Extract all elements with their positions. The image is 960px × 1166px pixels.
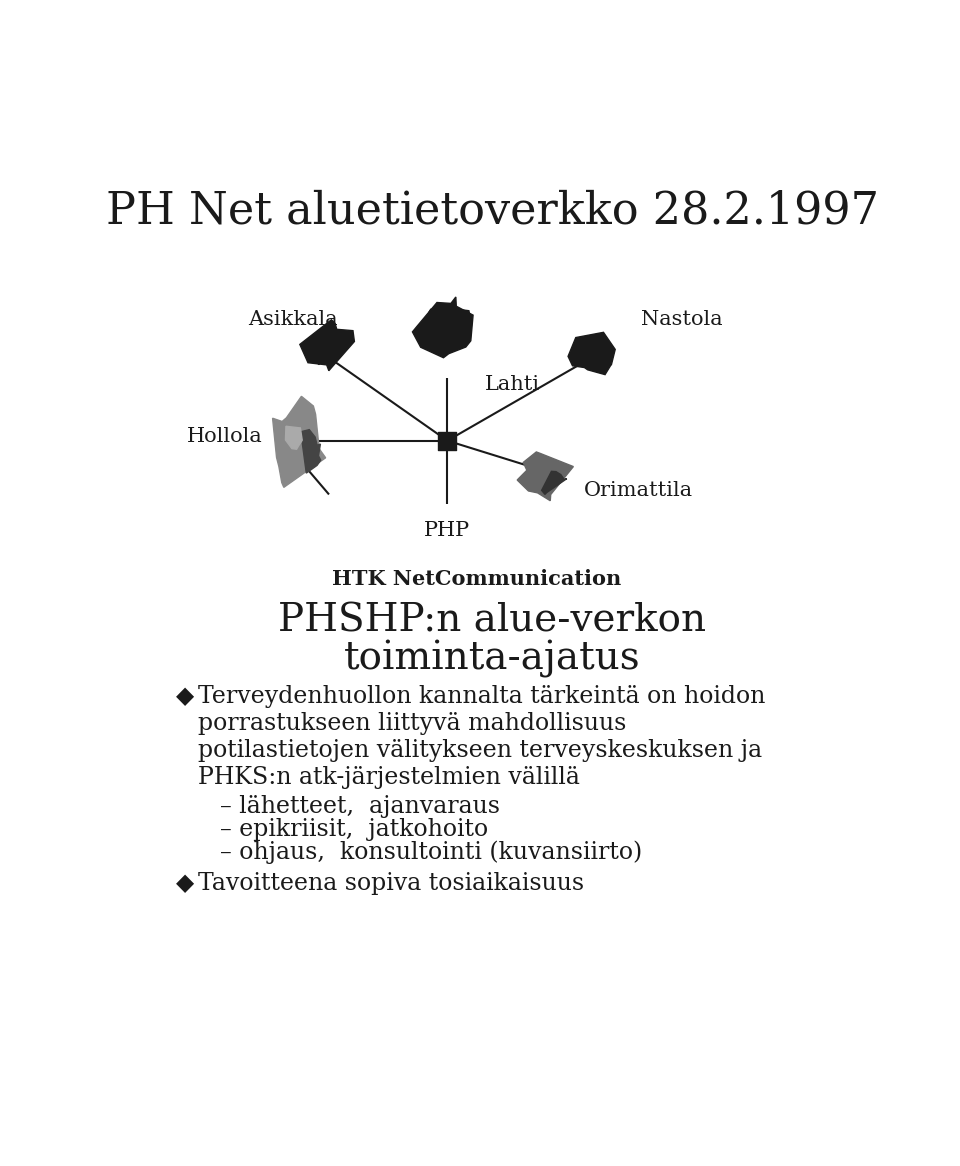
Text: potilastietojen välitykseen terveyskeskuksen ja: potilastietojen välitykseen terveyskesku…: [198, 739, 762, 761]
Polygon shape: [300, 319, 354, 371]
Text: ◆: ◆: [176, 872, 194, 894]
Polygon shape: [441, 308, 470, 332]
Polygon shape: [428, 309, 449, 322]
Point: [440, 431, 455, 450]
Polygon shape: [568, 332, 615, 374]
Text: – epikriisit,  jatkohoito: – epikriisit, jatkohoito: [221, 817, 489, 841]
Polygon shape: [517, 452, 573, 500]
Polygon shape: [300, 429, 321, 473]
Polygon shape: [273, 396, 325, 487]
Text: toiminta-ajatus: toiminta-ajatus: [344, 640, 640, 677]
Text: PHP: PHP: [424, 521, 470, 540]
Text: Nastola: Nastola: [641, 310, 723, 329]
Text: – lähetteet,  ajanvaraus: – lähetteet, ajanvaraus: [221, 795, 500, 819]
Text: – ohjaus,  konsultointi (kuvansiirto): – ohjaus, konsultointi (kuvansiirto): [221, 841, 642, 864]
Polygon shape: [308, 344, 334, 365]
Polygon shape: [285, 427, 302, 449]
Text: PHSHP:n alue-verkon: PHSHP:n alue-verkon: [278, 603, 706, 639]
Text: porrastukseen liittyvä mahdollisuus: porrastukseen liittyvä mahdollisuus: [198, 711, 627, 735]
Text: HTK NetCommunication: HTK NetCommunication: [332, 569, 621, 589]
Polygon shape: [541, 471, 566, 494]
Text: Lahti: Lahti: [485, 374, 540, 394]
Text: Orimattila: Orimattila: [585, 480, 693, 499]
Text: ◆: ◆: [176, 684, 194, 708]
Text: PH Net aluetietoverkko 28.2.1997: PH Net aluetietoverkko 28.2.1997: [106, 189, 878, 232]
Text: Asikkala: Asikkala: [248, 310, 338, 329]
Text: Hollola: Hollola: [187, 427, 263, 445]
Text: Terveydenhuollon kannalta tärkeintä on hoidon: Terveydenhuollon kannalta tärkeintä on h…: [198, 684, 765, 708]
Text: Tavoitteena sopiva tosiaikaisuus: Tavoitteena sopiva tosiaikaisuus: [198, 872, 585, 894]
Polygon shape: [413, 297, 473, 358]
Text: PHKS:n atk-järjestelmien välillä: PHKS:n atk-järjestelmien välillä: [198, 766, 580, 788]
